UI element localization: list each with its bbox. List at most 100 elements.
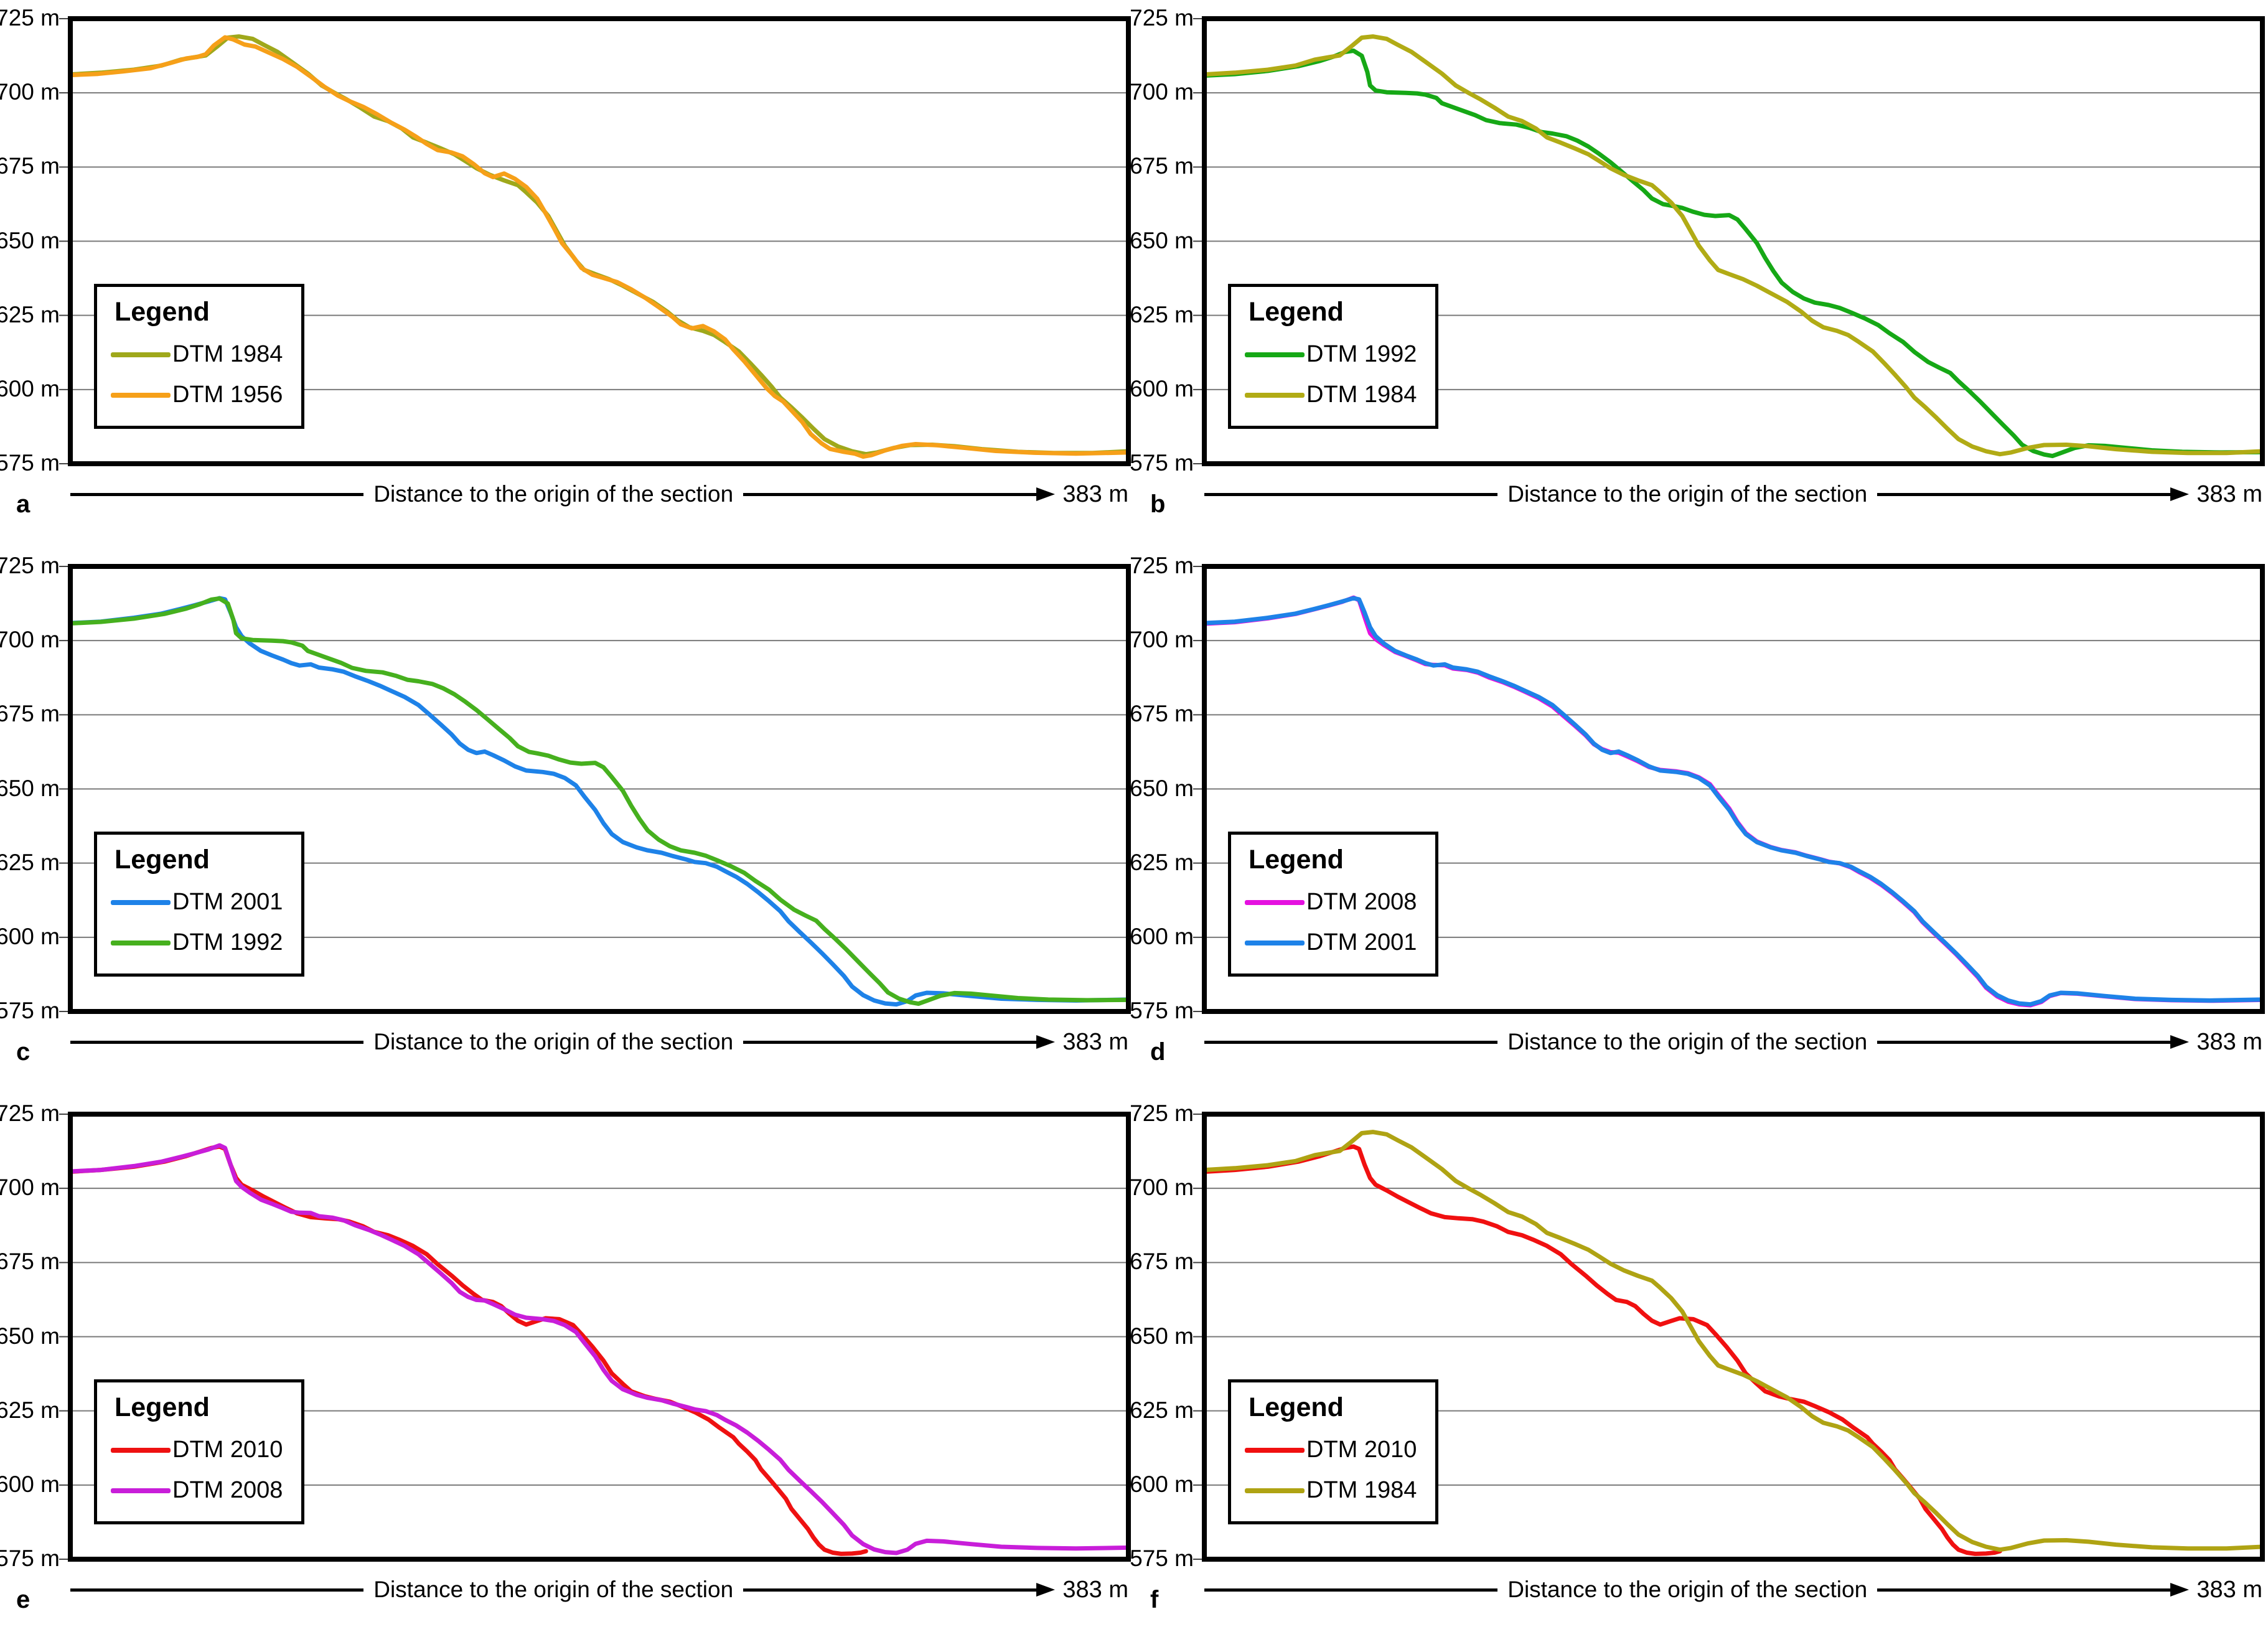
x-axis-label: Distance to the origin of the section (373, 481, 734, 507)
y-axis-tick-label: 675 m (0, 153, 60, 179)
y-axis-tick-label: 600 m (0, 1471, 60, 1497)
arrow-right-icon (2170, 1035, 2190, 1049)
y-axis-tick-label: 725 m (0, 5, 60, 31)
series-line-DTM-1992 (1202, 49, 2265, 459)
arrow-right-icon (1036, 1583, 1056, 1597)
series-swatch-icon (111, 1488, 171, 1493)
profile-chart (59, 564, 1131, 1014)
plot-border (68, 16, 1131, 466)
series-swatch-icon (111, 392, 171, 398)
series-line-DTM-2001 (1202, 596, 2265, 1007)
y-axis-tick-label: 600 m (1130, 923, 1194, 949)
x-axis-line (743, 492, 1037, 496)
y-axis: 725 m 700 m 675 m 650 m 625 m 600 m 575 m (1130, 5, 1196, 476)
legend-item: DTM 2010 (1245, 1437, 1417, 1463)
legend-label: DTM 1992 (1306, 341, 1417, 367)
y-axis-tick-label: 575 m (0, 1546, 60, 1572)
plot-area: Legend DTM 2008 DTM 2001 (1193, 564, 2265, 1014)
y-axis: 725 m 700 m 675 m 650 m 625 m 600 m 575 m (0, 553, 62, 1023)
legend-box: Legend DTM 1992 DTM 1984 (1228, 284, 1439, 429)
legend-label: DTM 2001 (1306, 929, 1417, 955)
legend-item: DTM 2008 (111, 1477, 283, 1504)
y-axis-tick-label: 625 m (0, 849, 60, 875)
series-swatch-icon (1245, 899, 1305, 905)
x-axis-line (1204, 1588, 1498, 1592)
x-axis-label: Distance to the origin of the section (1507, 481, 1868, 507)
y-axis-tick-label: 600 m (1130, 1471, 1194, 1497)
x-axis-line (1204, 1040, 1498, 1044)
legend-item: DTM 2008 (1245, 889, 1417, 916)
profile-panel: 725 m 700 m 675 m 650 m 625 m 600 m 575 m Lege… (0, 548, 1134, 1094)
y-axis-tick-label: 675 m (0, 701, 60, 727)
arrow-right-icon (1036, 1035, 1056, 1049)
y-axis-tick-label: 675 m (1130, 701, 1194, 727)
y-axis-tick-label: 700 m (0, 79, 60, 105)
x-axis: Distance to the origin of the section 38… (70, 1028, 1128, 1056)
series-line-DTM-2010 (68, 1144, 868, 1556)
legend-title: Legend (115, 297, 210, 327)
legend-label: DTM 2010 (1306, 1437, 1417, 1463)
legend-box: Legend DTM 2001 DTM 1992 (94, 832, 305, 977)
series-swatch-icon (1245, 352, 1305, 357)
x-axis-line (1877, 492, 2171, 496)
legend-item: DTM 1992 (111, 929, 283, 956)
series-swatch-icon (1245, 1447, 1305, 1453)
x-axis-end-value: 383 m (1062, 1028, 1129, 1055)
plot-border (1202, 564, 2265, 1014)
y-axis-tick-label: 600 m (0, 923, 60, 949)
series-swatch-icon (111, 899, 171, 905)
legend-item: DTM 2001 (1245, 929, 1417, 956)
series-swatch-icon (1245, 392, 1305, 398)
legend-label: DTM 1992 (172, 929, 283, 955)
x-axis: Distance to the origin of the section 38… (70, 1576, 1128, 1603)
profile-panel: 725 m 700 m 675 m 650 m 625 m 600 m 575 m Lege… (1130, 1095, 2268, 1642)
series-line-DTM-2001 (68, 596, 1131, 1007)
y-axis-tick-label: 575 m (0, 998, 60, 1024)
arrow-right-icon (2170, 1583, 2190, 1597)
y-axis-tick-label: 700 m (0, 1175, 60, 1201)
legend-title: Legend (1249, 1392, 1344, 1422)
series-swatch-icon (111, 352, 171, 357)
profile-panel: 725 m 700 m 675 m 650 m 625 m 600 m 575 m Lege… (1130, 0, 2268, 547)
series-swatch-icon (111, 1447, 171, 1453)
plot-border (1202, 1112, 2265, 1562)
legend-label: DTM 2008 (172, 1477, 283, 1503)
y-axis: 725 m 700 m 675 m 650 m 625 m 600 m 575 m (1130, 1100, 1196, 1571)
series-line-DTM-1984 (1202, 34, 2265, 457)
y-axis-tick-label: 725 m (0, 1100, 60, 1127)
y-axis-tick-label: 600 m (0, 375, 60, 401)
y-axis-tick-label: 675 m (1130, 1249, 1194, 1275)
profile-chart (1193, 1112, 2265, 1562)
y-axis-tick-label: 725 m (1130, 1100, 1194, 1127)
x-axis-line (70, 1040, 364, 1044)
legend-item: DTM 1992 (1245, 341, 1417, 368)
y-axis-tick-label: 700 m (0, 627, 60, 653)
legend-label: DTM 2010 (172, 1437, 283, 1463)
y-axis-tick-label: 700 m (1130, 79, 1194, 105)
profile-chart (59, 16, 1131, 466)
legend-title: Legend (115, 845, 210, 875)
y-axis-tick-label: 575 m (1130, 998, 1194, 1024)
x-axis-label: Distance to the origin of the section (373, 1029, 734, 1054)
series-swatch-icon (1245, 940, 1305, 945)
plot-area: Legend DTM 2001 DTM 1992 (59, 564, 1131, 1014)
panel-letter: e (16, 1586, 30, 1613)
x-axis-line (1204, 492, 1498, 496)
x-axis: Distance to the origin of the section 38… (1204, 1576, 2262, 1603)
x-axis-line (70, 1588, 364, 1592)
legend-item: DTM 1984 (111, 341, 283, 368)
x-axis-end-value: 383 m (2196, 1028, 2263, 1055)
x-axis-line (743, 1040, 1037, 1044)
y-axis-tick-label: 625 m (0, 1397, 60, 1423)
legend-label: DTM 2001 (172, 889, 283, 915)
plot-border (68, 1112, 1131, 1562)
legend-label: DTM 2008 (1306, 889, 1417, 915)
profile-chart (1193, 564, 2265, 1014)
series-line-DTM-1956 (68, 35, 1131, 459)
y-axis-tick-label: 575 m (1130, 1546, 1194, 1572)
x-axis-line (70, 492, 364, 496)
legend-label: DTM 1984 (1306, 1477, 1417, 1503)
profile-chart (1193, 16, 2265, 466)
legend-box: Legend DTM 1984 DTM 1956 (94, 284, 305, 429)
y-axis-tick-label: 675 m (0, 1249, 60, 1275)
